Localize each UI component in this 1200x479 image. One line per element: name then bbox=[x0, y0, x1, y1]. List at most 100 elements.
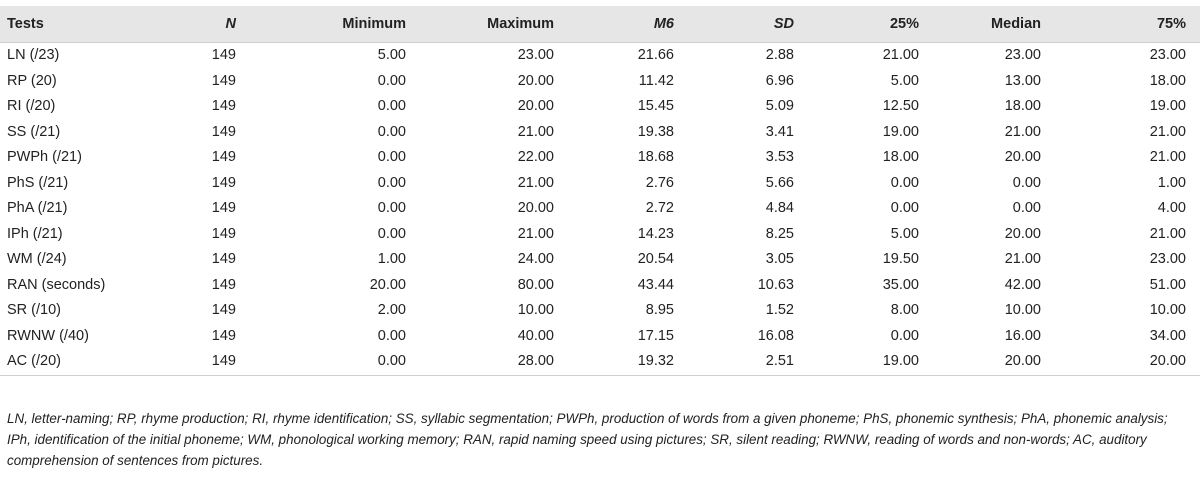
value-cell: 18.68 bbox=[637, 149, 674, 165]
value-cell: 10.00 bbox=[1149, 302, 1186, 318]
value-cell: 2.88 bbox=[765, 47, 794, 63]
value-cell: 8.25 bbox=[765, 225, 794, 242]
value-cell: 0.00 bbox=[890, 200, 919, 216]
header-n: N bbox=[150, 6, 250, 43]
table-row: IPh (/21) 149 0.00 21.00 14.23 8.25 5.00 20.00 2… bbox=[0, 222, 1200, 248]
value-cell: 1.52 bbox=[765, 302, 794, 318]
value-cell: 149 bbox=[211, 47, 236, 63]
value-cell: 149 bbox=[211, 225, 236, 242]
test-name-cell: SR (/10) bbox=[7, 302, 61, 318]
value-cell: 4.00 bbox=[1157, 200, 1186, 216]
value-cell: 21.00 bbox=[1149, 123, 1186, 140]
test-name-cell: PWPh (/21) bbox=[7, 149, 82, 165]
value-cell: 0.00 bbox=[377, 123, 406, 140]
value-cell: 149 bbox=[211, 276, 236, 293]
value-cell: 13.00 bbox=[1004, 72, 1041, 89]
value-cell: 24.00 bbox=[517, 251, 554, 267]
test-name-cell: WM (/24) bbox=[7, 251, 67, 267]
table-row: PhS (/21) 149 0.00 21.00 2.76 5.66 0.00 0.00 1.0… bbox=[0, 171, 1200, 197]
value-cell: 23.00 bbox=[1149, 47, 1186, 63]
value-cell: 11.42 bbox=[638, 72, 674, 89]
value-cell: 5.09 bbox=[765, 98, 794, 114]
value-cell: 8.00 bbox=[890, 302, 919, 318]
test-name-cell: IPh (/21) bbox=[7, 225, 63, 242]
value-cell: 0.00 bbox=[377, 98, 406, 114]
value-cell: 0.00 bbox=[1012, 200, 1041, 216]
value-cell: 16.08 bbox=[757, 327, 794, 344]
value-cell: 149 bbox=[211, 302, 236, 318]
table-row: LN (/23) 149 5.00 23.00 21.66 2.88 21.00 23.00 2… bbox=[0, 43, 1200, 69]
test-name-cell: SS (/21) bbox=[7, 123, 61, 140]
value-cell: 21.00 bbox=[517, 174, 554, 191]
value-cell: 3.53 bbox=[765, 149, 794, 165]
value-cell: 19.38 bbox=[637, 123, 674, 140]
value-cell: 21.00 bbox=[1004, 251, 1041, 267]
value-cell: 149 bbox=[211, 327, 236, 344]
table-body: LN (/23) 149 5.00 23.00 21.66 2.88 21.00 23.00 2… bbox=[0, 43, 1200, 376]
value-cell: 20.00 bbox=[517, 200, 554, 216]
value-cell: 149 bbox=[211, 149, 236, 165]
table-row: SR (/10) 149 2.00 10.00 8.95 1.52 8.00 10.00 10.… bbox=[0, 298, 1200, 324]
value-cell: 19.00 bbox=[1149, 98, 1186, 114]
value-cell: 20.00 bbox=[933, 349, 1055, 376]
value-cell: 15.45 bbox=[637, 98, 674, 114]
value-cell: 23.00 bbox=[1149, 251, 1186, 267]
value-cell: 149 bbox=[150, 349, 250, 376]
value-cell: 3.41 bbox=[765, 123, 794, 140]
value-cell: 0.00 bbox=[377, 174, 406, 191]
value-cell: 5.00 bbox=[377, 47, 406, 63]
value-cell: 5.00 bbox=[890, 72, 919, 89]
table-row: PhA (/21) 149 0.00 20.00 2.72 4.84 0.00 0.00 4.0… bbox=[0, 196, 1200, 222]
value-cell: 0.00 bbox=[1012, 174, 1041, 191]
value-cell: 2.72 bbox=[645, 200, 674, 216]
header-m6: M6 bbox=[568, 6, 688, 43]
value-cell: 23.00 bbox=[517, 47, 554, 63]
header-sd: SD bbox=[688, 6, 808, 43]
header-median: Median bbox=[933, 6, 1055, 43]
value-cell: 21.00 bbox=[1004, 123, 1041, 140]
value-cell: 40.00 bbox=[517, 327, 554, 344]
table-row: SS (/21) 149 0.00 21.00 19.38 3.41 19.00 21.00 2… bbox=[0, 120, 1200, 146]
value-cell: 21.00 bbox=[882, 47, 919, 63]
value-cell: 0.00 bbox=[250, 349, 420, 376]
value-cell: 22.00 bbox=[517, 149, 554, 165]
table-header: Tests N Minimum Maximum M6 SD 25% Median 75% bbox=[0, 6, 1200, 43]
value-cell: 23.00 bbox=[1004, 47, 1041, 63]
value-cell: 51.00 bbox=[1149, 276, 1186, 293]
value-cell: 0.00 bbox=[377, 327, 406, 344]
value-cell: 149 bbox=[211, 251, 236, 267]
table-row: RP (20) 149 0.00 20.00 11.42 6.96 5.00 13.00 18.… bbox=[0, 69, 1200, 95]
header-maximum: Maximum bbox=[420, 6, 568, 43]
test-name-cell: PhS (/21) bbox=[7, 174, 69, 191]
value-cell: 17.15 bbox=[637, 327, 674, 344]
value-cell: 149 bbox=[211, 174, 236, 191]
value-cell: 5.66 bbox=[765, 174, 794, 191]
value-cell: 149 bbox=[211, 123, 236, 140]
value-cell: 19.00 bbox=[808, 349, 933, 376]
value-cell: 1.00 bbox=[1157, 174, 1186, 191]
value-cell: 1.00 bbox=[377, 251, 406, 267]
value-cell: 21.00 bbox=[517, 123, 554, 140]
test-name-cell: PhA (/21) bbox=[7, 200, 68, 216]
value-cell: 34.00 bbox=[1149, 327, 1186, 344]
value-cell: 2.00 bbox=[377, 302, 406, 318]
table-row: RI (/20) 149 0.00 20.00 15.45 5.09 12.50 18.00 1… bbox=[0, 94, 1200, 120]
test-name-cell: RI (/20) bbox=[7, 98, 56, 114]
header-75-percentile: 75% bbox=[1055, 6, 1200, 43]
table-row: PWPh (/21) 149 0.00 22.00 18.68 3.53 18.00 20.0… bbox=[0, 145, 1200, 171]
value-cell: 5.00 bbox=[890, 225, 919, 242]
value-cell: 0.00 bbox=[377, 72, 406, 89]
value-cell: 149 bbox=[211, 200, 236, 216]
value-cell: 19.32 bbox=[568, 349, 688, 376]
value-cell: 0.00 bbox=[377, 149, 406, 165]
header-tests: Tests bbox=[0, 6, 150, 43]
value-cell: 20.00 bbox=[1004, 149, 1041, 165]
value-cell: 19.00 bbox=[882, 123, 919, 140]
value-cell: 0.00 bbox=[377, 225, 406, 242]
value-cell: 2.76 bbox=[645, 174, 674, 191]
table-footnote: LN, letter-naming; RP, rhyme production;… bbox=[7, 411, 1168, 468]
value-cell: 2.51 bbox=[688, 349, 808, 376]
value-cell: 12.50 bbox=[882, 98, 919, 114]
value-cell: 20.00 bbox=[369, 276, 406, 293]
